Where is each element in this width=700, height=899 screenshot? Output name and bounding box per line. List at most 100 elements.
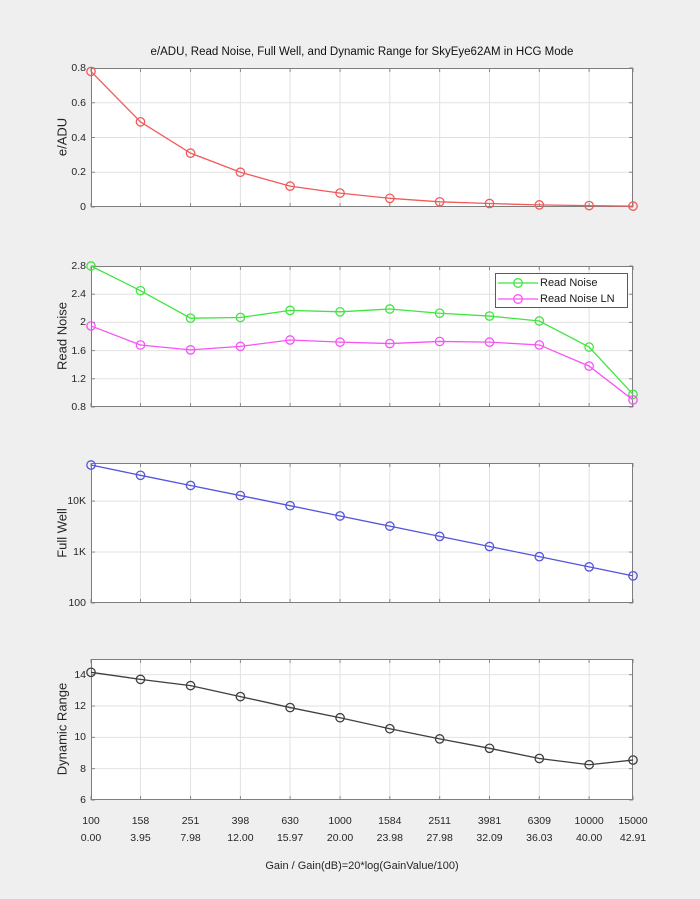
data-point-marker bbox=[628, 395, 638, 405]
gridlines bbox=[91, 659, 633, 800]
data-point-marker bbox=[584, 562, 594, 572]
y-tick-label: 0 bbox=[80, 201, 86, 213]
data-point-marker bbox=[335, 188, 345, 198]
x-tick-db: 40.00 bbox=[575, 831, 603, 844]
data-point-marker bbox=[534, 340, 545, 350]
data-point-marker bbox=[86, 460, 96, 470]
y-tick-label: 0.4 bbox=[71, 131, 86, 144]
data-point-marker bbox=[628, 201, 638, 211]
x-tick-label: 1584 23.98 bbox=[377, 813, 403, 846]
x-tick-db: 23.98 bbox=[376, 831, 403, 844]
x-tick-gain: 398 bbox=[231, 815, 250, 827]
data-point-marker bbox=[285, 500, 295, 511]
data-point-marker bbox=[384, 304, 395, 314]
x-tick-label: 3981 32.09 bbox=[476, 813, 502, 846]
data-point-marker bbox=[86, 667, 96, 678]
axis-box bbox=[91, 463, 633, 603]
legend-entry-read-noise-ln: Read Noise LN bbox=[496, 291, 627, 307]
data-point-marker bbox=[434, 531, 445, 542]
legend-line-sample-read-noise bbox=[498, 277, 538, 288]
data-point-marker bbox=[534, 753, 545, 764]
gridlines bbox=[91, 463, 633, 603]
plot-background bbox=[91, 659, 633, 800]
legend-label-read-noise: Read Noise bbox=[540, 276, 598, 289]
x-tick-db: 20.00 bbox=[326, 831, 354, 844]
y-tick-label: 100 bbox=[68, 597, 86, 609]
subplot-full-well bbox=[86, 460, 638, 604]
y-tick-label: 0.2 bbox=[71, 166, 86, 179]
x-tick-db: 27.98 bbox=[426, 831, 453, 844]
data-point-marker bbox=[185, 148, 196, 158]
y-tick-label: 1.2 bbox=[71, 372, 86, 385]
series-dynamic-range bbox=[86, 667, 638, 770]
x-tick-db: 15.97 bbox=[276, 831, 304, 844]
data-point-marker bbox=[434, 308, 445, 319]
y-tick-label: 2 bbox=[80, 316, 86, 329]
y-tick-label: 0.8 bbox=[71, 62, 86, 74]
data-point-marker bbox=[235, 691, 246, 702]
x-tick-gain: 6309 bbox=[527, 815, 551, 827]
data-point-marker bbox=[185, 480, 196, 491]
data-point-marker bbox=[584, 361, 594, 371]
data-point-marker bbox=[235, 490, 246, 501]
data-point-marker bbox=[335, 337, 345, 347]
data-point-marker bbox=[135, 470, 146, 481]
x-tick-label: 10000 40.00 bbox=[575, 813, 604, 846]
x-tick-db: 32.09 bbox=[476, 831, 503, 844]
data-point-marker bbox=[584, 759, 594, 770]
data-point-marker bbox=[384, 338, 395, 349]
data-point-marker bbox=[285, 335, 295, 345]
x-tick-gain: 630 bbox=[281, 815, 299, 827]
data-point-marker bbox=[384, 193, 395, 204]
x-tick-gain: 158 bbox=[131, 815, 150, 827]
legend: Read Noise Read Noise LN bbox=[495, 273, 628, 308]
data-point-marker bbox=[484, 198, 495, 209]
subplot-e-adu bbox=[86, 66, 638, 211]
x-tick-db: 36.03 bbox=[526, 831, 553, 844]
data-point-marker bbox=[135, 340, 146, 350]
data-point-marker bbox=[534, 316, 545, 326]
legend-entry-read-noise: Read Noise bbox=[496, 275, 627, 291]
data-point-marker bbox=[628, 389, 638, 400]
y-tick-label: 8 bbox=[80, 762, 86, 775]
data-point-marker bbox=[484, 541, 495, 552]
axis-box bbox=[91, 68, 633, 207]
data-point-marker bbox=[335, 511, 345, 521]
data-point-marker bbox=[534, 200, 545, 210]
x-tick-label: 398 12.00 bbox=[227, 813, 253, 846]
figure-title: e/ADU, Read Noise, Full Well, and Dynami… bbox=[150, 46, 574, 58]
data-point-marker bbox=[86, 321, 96, 331]
y-tick-label: 2.4 bbox=[71, 288, 86, 301]
x-tick-label: 158 3.95 bbox=[130, 813, 150, 846]
x-tick-gain: 3981 bbox=[477, 815, 502, 827]
ylabel-dynamic-range: Dynamic Range bbox=[54, 682, 70, 776]
data-point-marker bbox=[584, 200, 594, 211]
y-tick-label: 1K bbox=[73, 546, 86, 559]
x-tick-label: 15000 42.91 bbox=[618, 813, 647, 846]
data-point-marker bbox=[584, 342, 594, 352]
x-tick-label: 630 15.97 bbox=[277, 813, 303, 846]
x-tick-db: 42.91 bbox=[619, 831, 647, 844]
x-tick-label: 100 0.00 bbox=[81, 813, 101, 846]
y-tick-label: 10K bbox=[67, 495, 86, 508]
data-point-marker bbox=[185, 680, 196, 691]
series-read-noise-ln bbox=[86, 321, 638, 405]
data-point-marker bbox=[434, 734, 445, 744]
legend-label-read-noise-ln: Read Noise LN bbox=[540, 292, 615, 305]
series-full-well bbox=[86, 460, 638, 581]
x-tick-label: 1000 20.00 bbox=[327, 813, 353, 846]
data-point-marker bbox=[285, 181, 295, 192]
data-point-marker bbox=[484, 743, 495, 754]
x-tick-gain: 1584 bbox=[378, 815, 402, 827]
data-point-marker bbox=[235, 167, 246, 178]
data-point-marker bbox=[484, 337, 495, 347]
data-point-marker bbox=[484, 311, 495, 321]
data-point-marker bbox=[235, 341, 246, 352]
gridlines bbox=[91, 68, 633, 207]
y-tick-label: 0.6 bbox=[71, 96, 86, 109]
subplot-dynamic-range bbox=[86, 659, 638, 801]
x-tick-gain: 100 bbox=[82, 815, 100, 827]
ylabel-read-noise: Read Noise bbox=[54, 302, 70, 370]
x-tick-db: 3.95 bbox=[130, 831, 151, 844]
